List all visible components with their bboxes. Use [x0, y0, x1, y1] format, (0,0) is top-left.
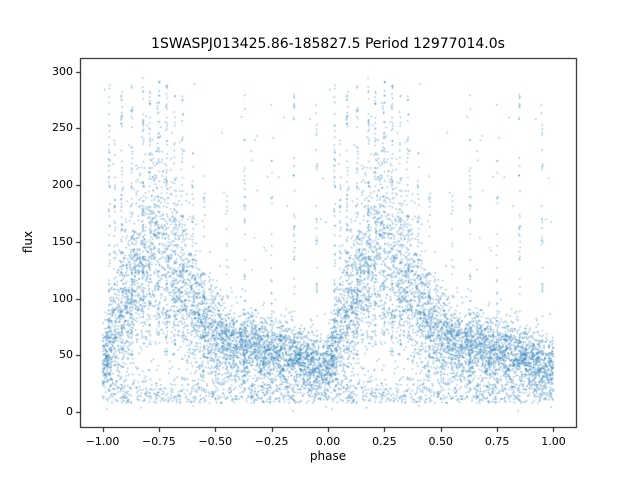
- y-tick-label: 250: [52, 121, 73, 135]
- x-tick-label: −0.75: [142, 435, 176, 448]
- y-tick-label: 50: [59, 348, 73, 362]
- x-tick-label: 1.00: [541, 435, 566, 448]
- chart-title: 1SWASPJ013425.86-185827.5 Period 1297701…: [151, 36, 505, 52]
- y-tick-label: 0: [66, 405, 73, 419]
- x-tick-label: 0.50: [428, 435, 453, 448]
- y-tick-label: 150: [52, 234, 73, 248]
- x-tick-label: −0.50: [198, 435, 233, 448]
- x-axis-label: phase: [309, 449, 347, 463]
- x-tick-label: 0.25: [372, 435, 397, 448]
- x-tick-label: −1.00: [85, 435, 120, 448]
- y-tick-label: 100: [52, 291, 73, 305]
- x-tick-label: −0.25: [254, 435, 289, 448]
- x-tick-label: 0.00: [315, 435, 341, 448]
- x-tick-label: 0.75: [484, 435, 510, 448]
- y-tick-label: 300: [52, 64, 73, 78]
- y-tick-label: 200: [52, 178, 73, 192]
